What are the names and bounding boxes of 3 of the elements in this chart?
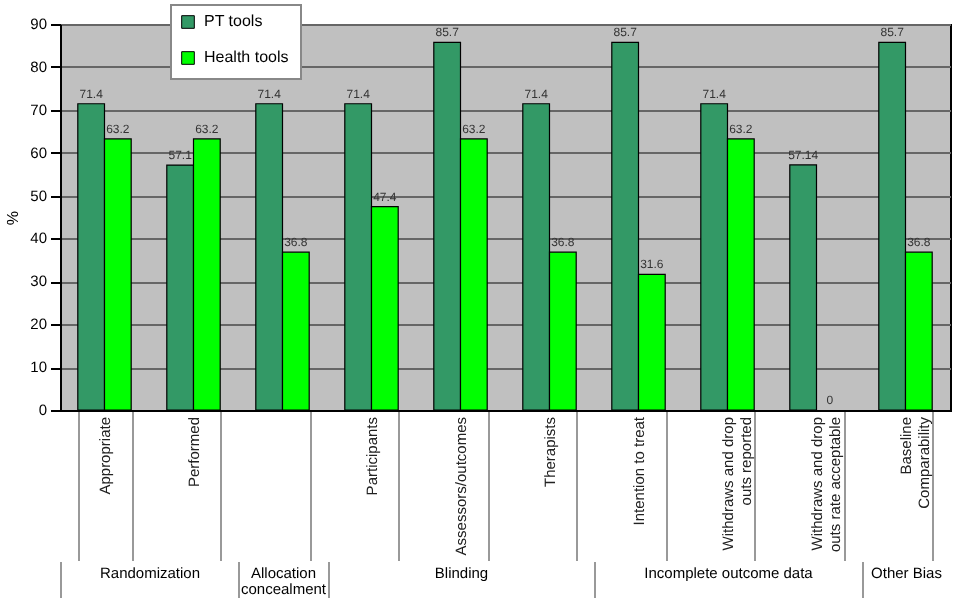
legend-label: PT tools [204, 12, 263, 30]
y-axis-title: % [4, 210, 23, 226]
legend-label: Health tools [204, 48, 289, 66]
